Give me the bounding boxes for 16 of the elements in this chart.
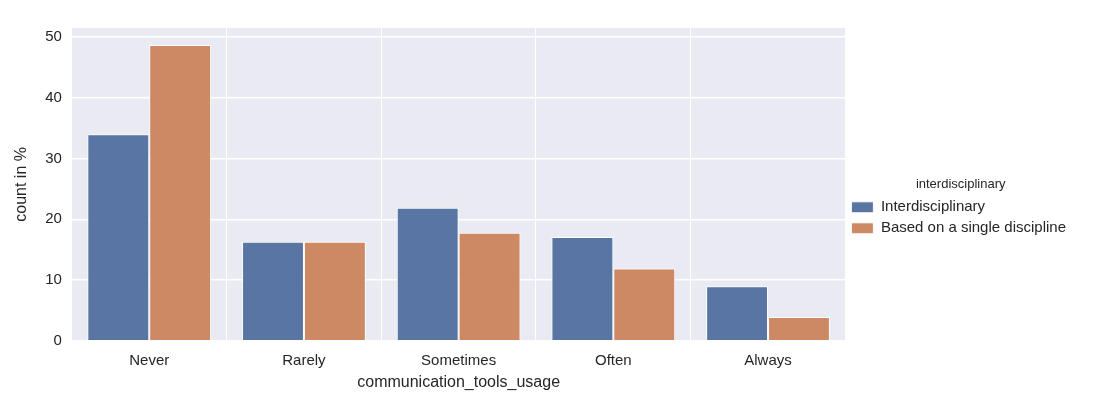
x-tick-label: Never [129, 350, 170, 368]
x-tick-label: Often [594, 350, 632, 368]
y-tick-label: 50 [45, 27, 62, 45]
y-tick-label: 0 [53, 330, 62, 348]
legend-title: interdisciplinary [915, 176, 1006, 192]
y-tick-label: 40 [45, 87, 62, 105]
x-tick-label: Always [744, 350, 792, 368]
x-tick-label: Rarely [282, 350, 327, 368]
y-tick-label: 10 [45, 270, 62, 288]
y-axis-title: count in % [12, 147, 30, 222]
legend-label: Interdisciplinary [880, 197, 986, 215]
legend-label: Based on a single discipline [880, 218, 1067, 236]
x-tick-label: Sometimes [421, 350, 497, 368]
x-axis-title: communication_tools_usage [357, 372, 561, 391]
y-tick-label: 20 [45, 209, 62, 227]
y-tick-label: 30 [45, 148, 62, 166]
